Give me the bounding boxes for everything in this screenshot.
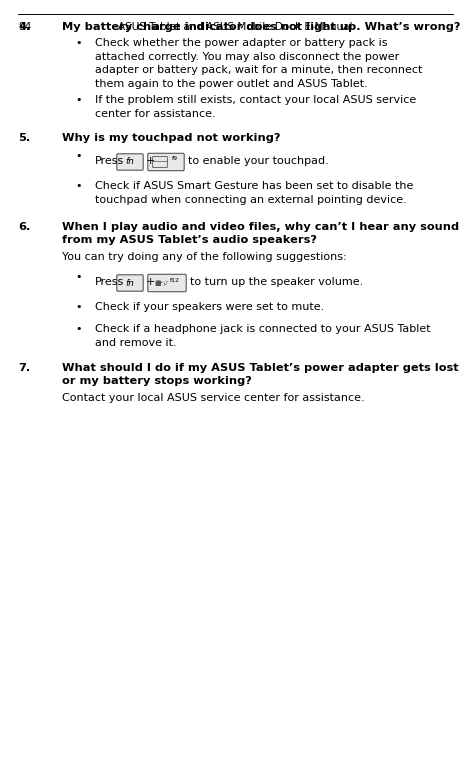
Text: ▶: ▶: [158, 281, 163, 285]
Text: •: •: [75, 324, 81, 334]
Text: My battery charge indicator does not light up. What’s wrong?: My battery charge indicator does not lig…: [62, 22, 460, 32]
Text: What should I do if my ASUS Tablet’s power adapter gets lost
or my battery stops: What should I do if my ASUS Tablet’s pow…: [62, 363, 459, 386]
FancyBboxPatch shape: [148, 153, 184, 170]
Text: ■: ■: [154, 280, 161, 286]
Text: •: •: [75, 151, 81, 161]
Text: Press: Press: [95, 156, 124, 166]
Text: •: •: [75, 38, 81, 48]
Text: •: •: [75, 272, 81, 282]
FancyBboxPatch shape: [153, 157, 167, 167]
Text: 7.: 7.: [18, 363, 30, 373]
Text: +: +: [146, 156, 155, 166]
Text: Why is my touchpad not working?: Why is my touchpad not working?: [62, 133, 280, 143]
Text: Contact your local ASUS service center for assistance.: Contact your local ASUS service center f…: [62, 393, 365, 403]
Text: ASUS Tablet and ASUS Mobile Dock E-Manual: ASUS Tablet and ASUS Mobile Dock E-Manua…: [118, 22, 353, 32]
Text: f9: f9: [172, 157, 178, 161]
Text: Press: Press: [95, 277, 124, 287]
Text: to turn up the speaker volume.: to turn up the speaker volume.: [190, 277, 363, 287]
Text: f12: f12: [170, 278, 180, 282]
Text: fn: fn: [126, 158, 134, 167]
Text: 94: 94: [18, 22, 31, 32]
Text: fn: fn: [126, 279, 134, 288]
FancyBboxPatch shape: [117, 275, 143, 291]
Text: If the problem still exists, contact your local ASUS service
center for assistan: If the problem still exists, contact you…: [95, 95, 416, 119]
Text: to enable your touchpad.: to enable your touchpad.: [188, 156, 329, 166]
FancyBboxPatch shape: [148, 274, 186, 291]
Text: Check whether the power adapter or battery pack is
attached correctly. You may a: Check whether the power adapter or batte…: [95, 38, 422, 89]
Text: You can try doing any of the following suggestions:: You can try doing any of the following s…: [62, 252, 347, 262]
Text: Check if a headphone jack is connected to your ASUS Tablet
and remove it.: Check if a headphone jack is connected t…: [95, 324, 430, 348]
FancyBboxPatch shape: [117, 154, 143, 170]
Text: When I play audio and video files, why can’t I hear any sound
from my ASUS Table: When I play audio and video files, why c…: [62, 222, 459, 245]
Text: •: •: [75, 95, 81, 105]
Text: 6.: 6.: [18, 222, 30, 232]
Text: Check if your speakers were set to mute.: Check if your speakers were set to mute.: [95, 302, 324, 312]
Text: 4.: 4.: [18, 22, 30, 32]
Text: •: •: [75, 181, 81, 191]
Text: •: •: [75, 302, 81, 312]
Text: Check if ASUS Smart Gesture has been set to disable the
touchpad when connecting: Check if ASUS Smart Gesture has been set…: [95, 181, 414, 205]
Text: +: +: [146, 277, 155, 287]
Text: 5.: 5.: [18, 133, 30, 143]
Text: )♪: )♪: [163, 280, 170, 285]
